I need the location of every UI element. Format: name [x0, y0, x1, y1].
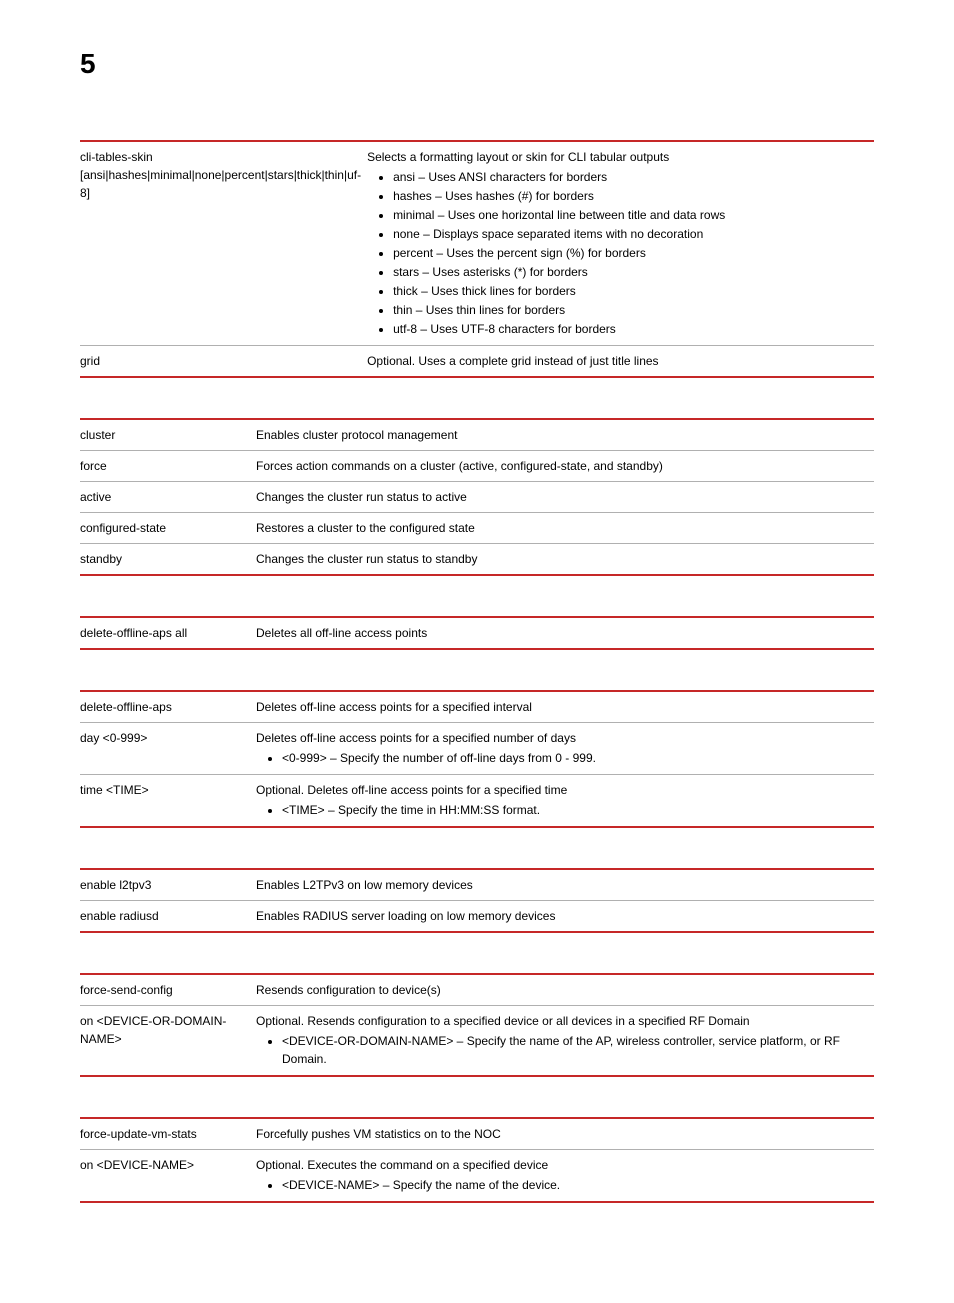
- description-cell: Deletes off-line access points for a spe…: [256, 723, 874, 775]
- description-cell: Enables L2TPv3 on low memory devices: [256, 869, 874, 901]
- parameter-cell: cluster: [80, 419, 256, 451]
- parameter-cell: grid: [80, 346, 367, 378]
- bullet-item: <DEVICE-OR-DOMAIN-NAME> – Specify the na…: [282, 1032, 868, 1068]
- table-row: clusterEnables cluster protocol manageme…: [80, 419, 874, 451]
- description-cell: Optional. Uses a complete grid instead o…: [367, 346, 874, 378]
- reference-table: delete-offline-aps allDeletes all off-li…: [80, 616, 874, 650]
- bullet-list: ansi – Uses ANSI characters for bordersh…: [367, 168, 868, 338]
- description-text: Optional. Resends configuration to a spe…: [256, 1012, 868, 1030]
- table-row: cli-tables-skin [ansi|hashes|minimal|non…: [80, 141, 874, 346]
- reference-table: enable l2tpv3Enables L2TPv3 on low memor…: [80, 868, 874, 933]
- parameter-cell: standby: [80, 544, 256, 576]
- bullet-item: thin – Uses thin lines for borders: [393, 301, 868, 319]
- parameter-cell: enable radiusd: [80, 901, 256, 933]
- table-row: forceForces action commands on a cluster…: [80, 451, 874, 482]
- description-text: Changes the cluster run status to standb…: [256, 550, 868, 568]
- description-cell: Selects a formatting layout or skin for …: [367, 141, 874, 346]
- description-cell: Deletes all off-line access points: [256, 617, 874, 649]
- description-cell: Changes the cluster run status to active: [256, 482, 874, 513]
- description-text: Deletes off-line access points for a spe…: [256, 698, 868, 716]
- description-cell: Optional. Resends configuration to a spe…: [256, 1006, 874, 1077]
- page-number: 5: [80, 48, 874, 80]
- table-row: force-update-vm-statsForcefully pushes V…: [80, 1118, 874, 1150]
- table-row: gridOptional. Uses a complete grid inste…: [80, 346, 874, 378]
- description-text: Deletes all off-line access points: [256, 624, 868, 642]
- description-text: Optional. Uses a complete grid instead o…: [367, 352, 868, 370]
- tables-container: cli-tables-skin [ansi|hashes|minimal|non…: [80, 140, 874, 1203]
- bullet-item: hashes – Uses hashes (#) for borders: [393, 187, 868, 205]
- bullet-item: <TIME> – Specify the time in HH:MM:SS fo…: [282, 801, 868, 819]
- description-text: Enables cluster protocol management: [256, 426, 868, 444]
- bullet-item: utf-8 – Uses UTF-8 characters for border…: [393, 320, 868, 338]
- reference-table: clusterEnables cluster protocol manageme…: [80, 418, 874, 576]
- parameter-cell: day <0-999>: [80, 723, 256, 775]
- bullet-item: none – Displays space separated items wi…: [393, 225, 868, 243]
- description-text: Enables RADIUS server loading on low mem…: [256, 907, 868, 925]
- parameter-cell: enable l2tpv3: [80, 869, 256, 901]
- table-row: force-send-configResends configuration t…: [80, 974, 874, 1006]
- table-row: enable radiusdEnables RADIUS server load…: [80, 901, 874, 933]
- description-text: Deletes off-line access points for a spe…: [256, 729, 868, 747]
- parameter-cell: on <DEVICE-NAME>: [80, 1150, 256, 1203]
- table-row: time <TIME>Optional. Deletes off-line ac…: [80, 775, 874, 828]
- page: 5 cli-tables-skin [ansi|hashes|minimal|n…: [0, 0, 954, 1303]
- table-row: standbyChanges the cluster run status to…: [80, 544, 874, 576]
- table-row: day <0-999>Deletes off-line access point…: [80, 723, 874, 775]
- description-text: Enables L2TPv3 on low memory devices: [256, 876, 868, 894]
- bullet-item: minimal – Uses one horizontal line betwe…: [393, 206, 868, 224]
- parameter-cell: force: [80, 451, 256, 482]
- bullet-item: percent – Uses the percent sign (%) for …: [393, 244, 868, 262]
- description-cell: Enables RADIUS server loading on low mem…: [256, 901, 874, 933]
- bullet-item: ansi – Uses ANSI characters for borders: [393, 168, 868, 186]
- description-cell: Forcefully pushes VM statistics on to th…: [256, 1118, 874, 1150]
- description-text: Forcefully pushes VM statistics on to th…: [256, 1125, 868, 1143]
- description-cell: Changes the cluster run status to standb…: [256, 544, 874, 576]
- description-text: Restores a cluster to the configured sta…: [256, 519, 868, 537]
- table-row: configured-stateRestores a cluster to th…: [80, 513, 874, 544]
- description-cell: Forces action commands on a cluster (act…: [256, 451, 874, 482]
- bullet-item: thick – Uses thick lines for borders: [393, 282, 868, 300]
- parameter-cell: delete-offline-aps all: [80, 617, 256, 649]
- description-text: Selects a formatting layout or skin for …: [367, 148, 868, 166]
- reference-table: delete-offline-apsDeletes off-line acces…: [80, 690, 874, 828]
- description-cell: Enables cluster protocol management: [256, 419, 874, 451]
- reference-table: cli-tables-skin [ansi|hashes|minimal|non…: [80, 140, 874, 378]
- parameter-cell: time <TIME>: [80, 775, 256, 828]
- description-cell: Deletes off-line access points for a spe…: [256, 691, 874, 723]
- parameter-cell: cli-tables-skin [ansi|hashes|minimal|non…: [80, 141, 367, 346]
- bullet-item: <DEVICE-NAME> – Specify the name of the …: [282, 1176, 868, 1194]
- bullet-list: <DEVICE-NAME> – Specify the name of the …: [256, 1176, 868, 1194]
- bullet-list: <TIME> – Specify the time in HH:MM:SS fo…: [256, 801, 868, 819]
- parameter-cell: force-update-vm-stats: [80, 1118, 256, 1150]
- description-cell: Restores a cluster to the configured sta…: [256, 513, 874, 544]
- description-cell: Resends configuration to device(s): [256, 974, 874, 1006]
- description-cell: Optional. Executes the command on a spec…: [256, 1150, 874, 1203]
- table-row: delete-offline-aps allDeletes all off-li…: [80, 617, 874, 649]
- description-text: Optional. Executes the command on a spec…: [256, 1156, 868, 1174]
- table-row: on <DEVICE-OR-DOMAIN-NAME>Optional. Rese…: [80, 1006, 874, 1077]
- table-row: enable l2tpv3Enables L2TPv3 on low memor…: [80, 869, 874, 901]
- description-text: Resends configuration to device(s): [256, 981, 868, 999]
- parameter-cell: delete-offline-aps: [80, 691, 256, 723]
- parameter-cell: active: [80, 482, 256, 513]
- description-cell: Optional. Deletes off-line access points…: [256, 775, 874, 828]
- parameter-cell: force-send-config: [80, 974, 256, 1006]
- bullet-item: stars – Uses asterisks (*) for borders: [393, 263, 868, 281]
- bullet-list: <0-999> – Specify the number of off-line…: [256, 749, 868, 767]
- description-text: Optional. Deletes off-line access points…: [256, 781, 868, 799]
- table-row: delete-offline-apsDeletes off-line acces…: [80, 691, 874, 723]
- description-text: Changes the cluster run status to active: [256, 488, 868, 506]
- reference-table: force-send-configResends configuration t…: [80, 973, 874, 1077]
- bullet-item: <0-999> – Specify the number of off-line…: [282, 749, 868, 767]
- description-text: Forces action commands on a cluster (act…: [256, 457, 868, 475]
- parameter-cell: on <DEVICE-OR-DOMAIN-NAME>: [80, 1006, 256, 1077]
- table-row: on <DEVICE-NAME>Optional. Executes the c…: [80, 1150, 874, 1203]
- bullet-list: <DEVICE-OR-DOMAIN-NAME> – Specify the na…: [256, 1032, 868, 1068]
- reference-table: force-update-vm-statsForcefully pushes V…: [80, 1117, 874, 1203]
- parameter-cell: configured-state: [80, 513, 256, 544]
- table-row: activeChanges the cluster run status to …: [80, 482, 874, 513]
